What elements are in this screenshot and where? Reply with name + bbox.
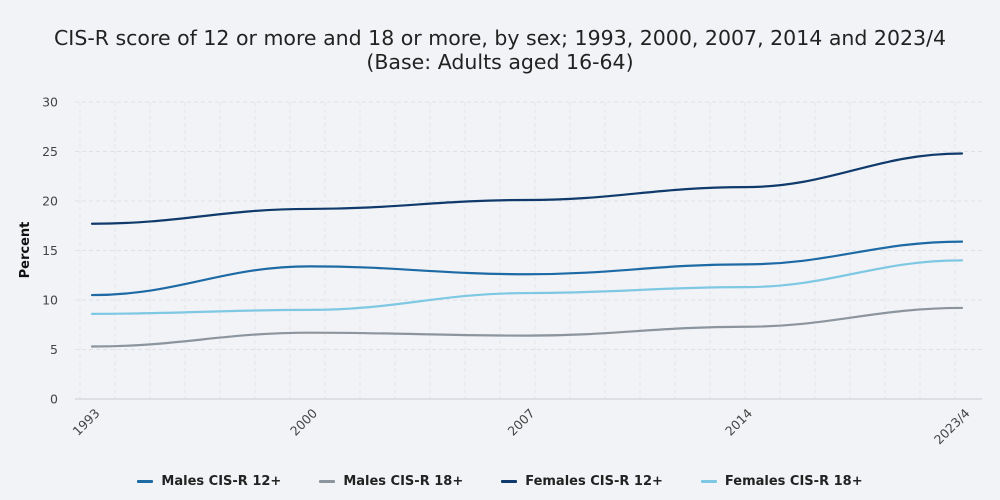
y-tick-label: 30 [42, 95, 58, 110]
legend-swatch [501, 480, 518, 483]
x-tick-label: 2014 [722, 405, 755, 438]
y-tick-label: 0 [50, 392, 58, 407]
axes: 0 5 10 15 20 25 30 1993 2000 2007 2014 2023/4 [42, 95, 982, 447]
legend-swatch [700, 480, 717, 483]
series-line [90, 152, 964, 225]
legend-swatch [319, 480, 336, 483]
grid [75, 101, 982, 400]
y-tick-label: 20 [42, 194, 58, 209]
legend-swatch [137, 480, 154, 483]
x-tick-label: 2007 [505, 406, 538, 439]
chart-title-block: CIS-R score of 12 or more and 18 or more… [0, 26, 1000, 74]
legend-item[interactable]: Males CIS-R 12+ [137, 474, 281, 489]
legend-item[interactable]: Males CIS-R 18+ [319, 474, 463, 489]
y-tick-label: 10 [42, 293, 58, 308]
x-tick-label: 2000 [287, 405, 320, 438]
series-line [90, 306, 964, 348]
legend-item[interactable]: Females CIS-R 18+ [700, 474, 863, 489]
chart-subtitle: (Base: Adults aged 16-64) [366, 50, 634, 74]
x-tick-label: 1993 [70, 406, 103, 439]
legend-label: Males CIS-R 18+ [343, 474, 464, 489]
x-tick-label: 2023/4 [931, 405, 973, 447]
y-tick-label: 25 [42, 144, 58, 159]
y-tick-label: 5 [50, 342, 58, 357]
y-tick-label: 15 [42, 243, 58, 258]
legend: Males CIS-R 12+ Males CIS-R 18+ Females CI… [0, 474, 1000, 489]
chart-title: CIS-R score of 12 or more and 18 or more… [53, 26, 947, 50]
y-axis-label: Percent [18, 222, 33, 279]
legend-label: Females CIS-R 12+ [525, 474, 663, 489]
legend-item[interactable]: Females CIS-R 12+ [501, 474, 663, 489]
series-lines [90, 152, 964, 348]
legend-label: Females CIS-R 18+ [724, 474, 863, 489]
series-line [90, 259, 964, 315]
legend-label: Males CIS-R 12+ [161, 474, 282, 489]
series-line [90, 240, 964, 297]
